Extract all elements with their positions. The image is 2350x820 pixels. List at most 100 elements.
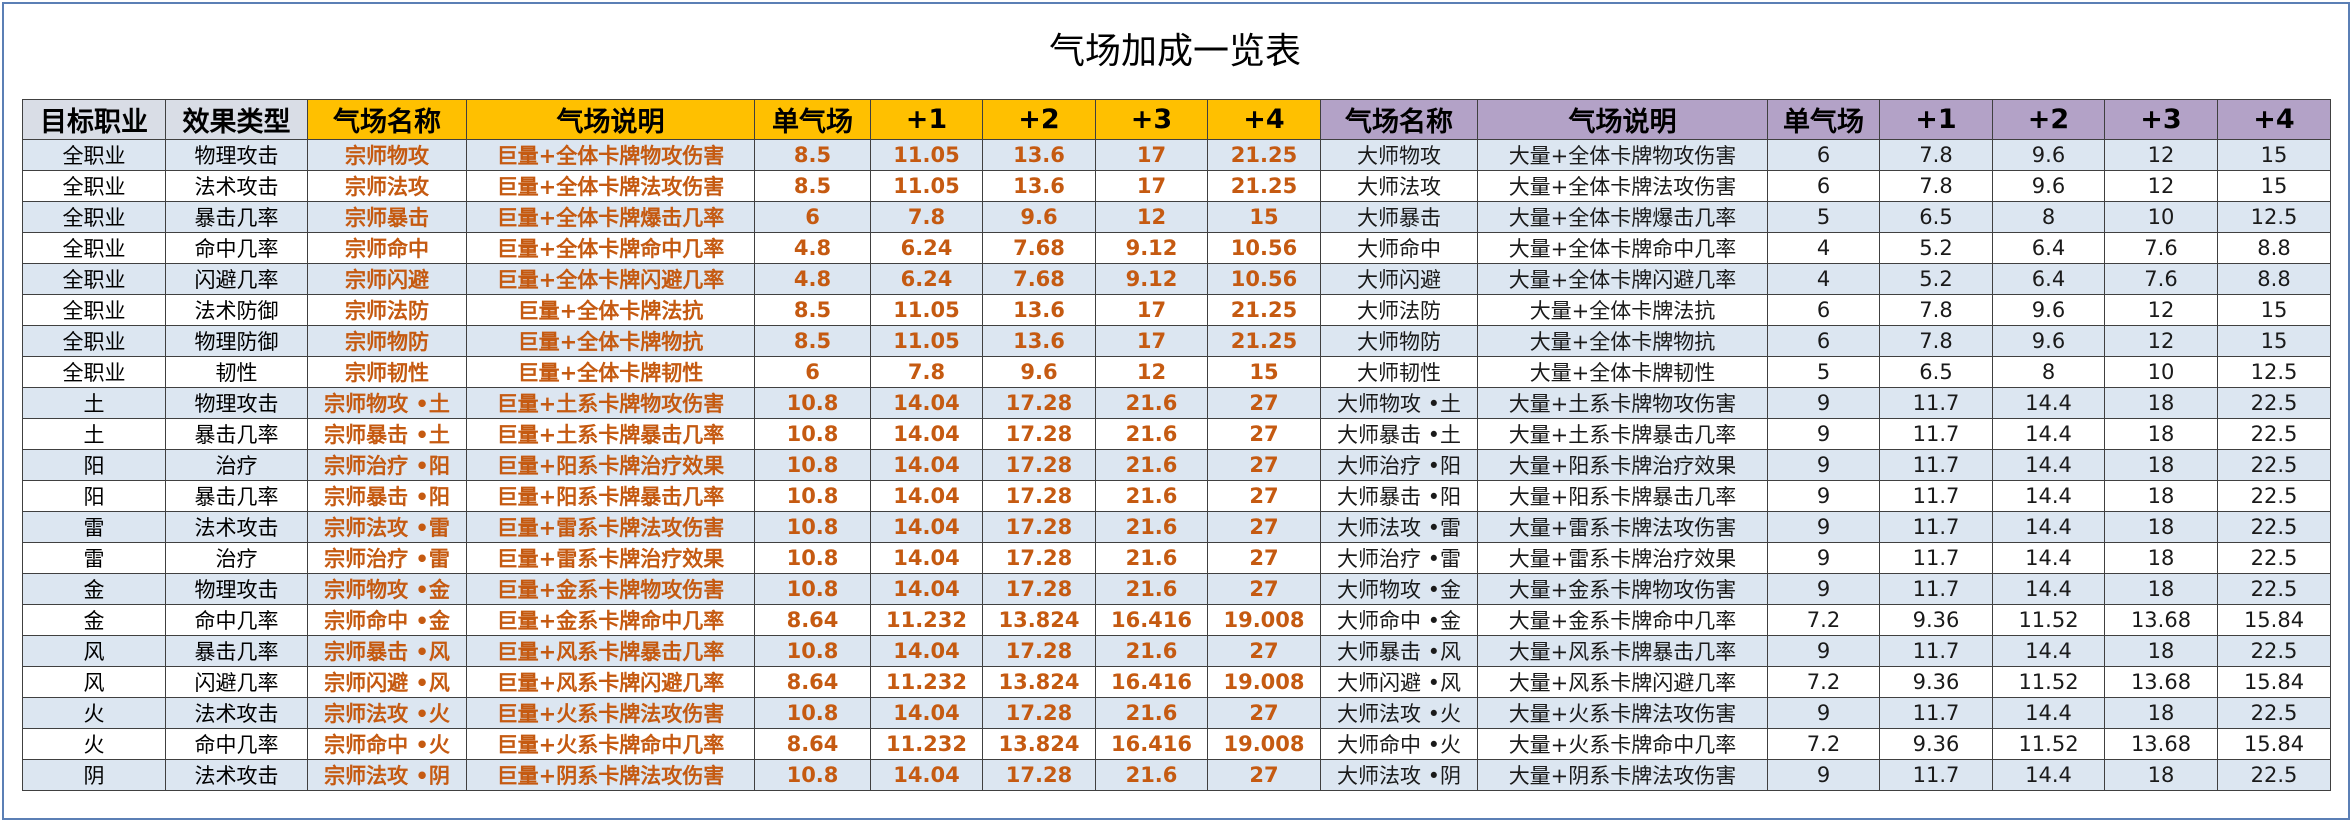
table-cell: 9.6 [1992,170,2105,202]
table-cell: 9.36 [1879,728,1993,760]
table-cell: 巨量+阳系卡牌暴击几率 [466,480,755,512]
table-cell: 巨量+全体卡牌法抗 [466,294,755,326]
table-cell: 巨量+全体卡牌物抗 [466,325,755,357]
table-cell: 19.008 [1207,604,1321,636]
table-cell: 8.64 [754,604,871,636]
table-cell: 10.8 [754,573,871,605]
table-cell: 18 [2104,635,2218,667]
table-cell: 16.416 [1095,604,1208,636]
table-cell: 宗师暴击 [307,201,467,233]
table-cell: 巨量+全体卡牌闪避几率 [466,263,755,295]
table-cell: 大师暴击 [1320,201,1478,233]
table-cell: 6 [1767,170,1880,202]
table-cell: 12.5 [2217,356,2331,388]
table-cell: 大量+阳系卡牌暴击几率 [1477,480,1768,512]
table-cell: 13.824 [982,728,1096,760]
table-cell: 暴击几率 [165,480,308,512]
table-cell: 11.05 [870,139,983,171]
table-cell: 21.25 [1207,170,1321,202]
table-cell: 13.824 [982,604,1096,636]
table-cell: 6 [1767,139,1880,171]
table-cell: 阳 [22,480,166,512]
table-cell: 大师法攻 •阴 [1320,759,1478,791]
table-cell: 13.68 [2104,666,2218,698]
table-cell: 10.8 [754,635,871,667]
table-cell: 10.8 [754,759,871,791]
table-cell: 大量+全体卡牌闪避几率 [1477,263,1768,295]
header-cell: 气场说明 [1477,99,1768,140]
table-cell: 10.8 [754,418,871,450]
table-cell: 巨量+土系卡牌暴击几率 [466,418,755,450]
table-cell: 宗师暴击 •阳 [307,480,467,512]
table-cell: 11.7 [1879,759,1993,791]
table-cell: 9.12 [1095,263,1208,295]
table-cell: 大量+全体卡牌爆击几率 [1477,201,1768,233]
table-cell: 巨量+雷系卡牌治疗效果 [466,542,755,574]
table-cell: 11.232 [870,666,983,698]
table-cell: 雷 [22,511,166,543]
table-cell: 命中几率 [165,728,308,760]
table-cell: 9.6 [1992,294,2105,326]
table-cell: 宗师命中 •火 [307,728,467,760]
table-cell: 大师暴击 •风 [1320,635,1478,667]
table-cell: 大量+全体卡牌命中几率 [1477,232,1768,264]
table-cell: 4 [1767,232,1880,264]
table-cell: 巨量+雷系卡牌法攻伤害 [466,511,755,543]
table: 目标职业 效果类型 气场名称 气场说明 单气场 +1 +2 +3 +4 气场名称 气场说明 单气场 +1… [22,99,2331,791]
table-cell: 宗师命中 •金 [307,604,467,636]
table-cell: 宗师法攻 •雷 [307,511,467,543]
table-cell: 4.8 [754,263,871,295]
table-cell: 7.2 [1767,666,1880,698]
table-cell: 12 [2104,170,2218,202]
table-cell: 大量+阳系卡牌治疗效果 [1477,449,1768,481]
table-cell: 10.56 [1207,263,1321,295]
table-cell: 27 [1207,759,1321,791]
header-cell: +3 [1095,99,1208,140]
table-cell: 11.52 [1992,728,2105,760]
table-cell: 27 [1207,480,1321,512]
table-cell: 大量+土系卡牌暴击几率 [1477,418,1768,450]
table-cell: 全职业 [22,356,166,388]
table-cell: 11.05 [870,170,983,202]
table-cell: 17 [1095,170,1208,202]
table-cell: 6.24 [870,263,983,295]
table-cell: 21.25 [1207,294,1321,326]
table-cell: 11.7 [1879,573,1993,605]
table-cell: 宗师物防 [307,325,467,357]
table-cell: 5 [1767,201,1880,233]
table-cell: 金 [22,604,166,636]
table-cell: 14.4 [1992,449,2105,481]
table-cell: 13.68 [2104,604,2218,636]
table-cell: 22.5 [2217,542,2331,574]
table-cell: 宗师法防 [307,294,467,326]
table-cell: 土 [22,387,166,419]
table-cell: 5 [1767,356,1880,388]
table-cell: 18 [2104,542,2218,574]
table-cell: 9.12 [1095,232,1208,264]
table-cell: 大量+全体卡牌物抗 [1477,325,1768,357]
table-cell: 27 [1207,449,1321,481]
table-cell: 法术攻击 [165,170,308,202]
table-cell: 法术攻击 [165,697,308,729]
table-cell: 6.24 [870,232,983,264]
table-cell: 14.04 [870,635,983,667]
table-cell: 火 [22,728,166,760]
table-cell: 14.04 [870,759,983,791]
table-cell: 21.25 [1207,139,1321,171]
table-cell: 宗师治疗 •雷 [307,542,467,574]
table-cell: 巨量+全体卡牌法攻伤害 [466,170,755,202]
table-cell: 14.04 [870,697,983,729]
table-cell: 法术攻击 [165,511,308,543]
table-cell: 巨量+阳系卡牌治疗效果 [466,449,755,481]
table-row: 土物理攻击 宗师物攻 •土 巨量+土系卡牌物攻伤害 10.8 14.04 17.28 21.… [22,387,2331,419]
table-cell: 8.8 [2217,263,2331,295]
table-cell: 12 [1095,201,1208,233]
table-cell: 11.232 [870,728,983,760]
table-cell: 17.28 [982,418,1096,450]
table-cell: 11.05 [870,325,983,357]
table-cell: 21.6 [1095,449,1208,481]
table-cell: 16.416 [1095,728,1208,760]
table-cell: 13.824 [982,666,1096,698]
